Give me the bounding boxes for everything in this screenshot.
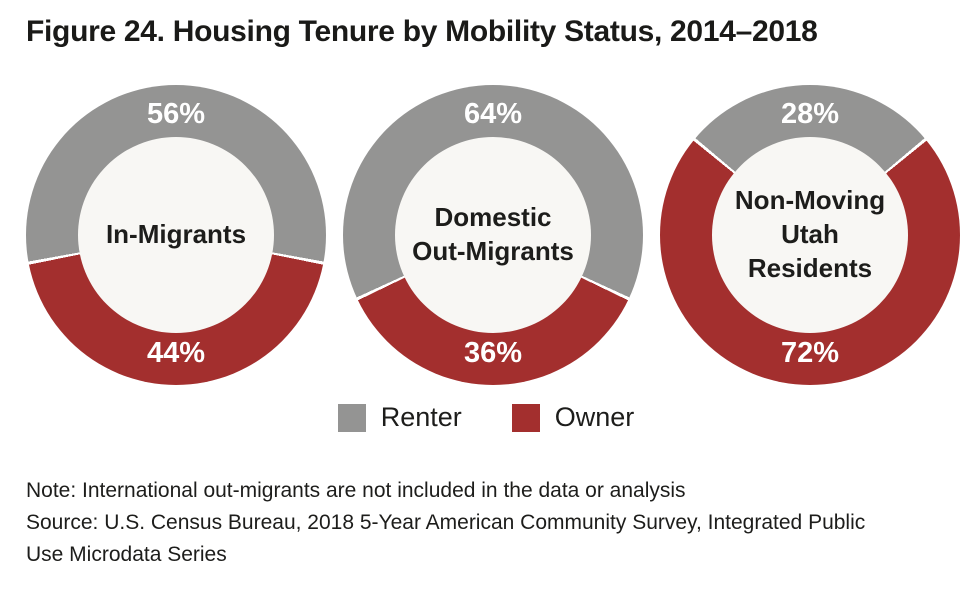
owner-swatch-icon — [511, 403, 540, 432]
renter-percent-label: 28% — [780, 98, 840, 130]
legend-item-renter: Renter — [337, 402, 462, 433]
renter-swatch-icon — [337, 403, 366, 432]
donut-chart-domestic-out-migrants: 64% Domestic Out-Migrants 36% — [343, 85, 643, 385]
donut-hole — [395, 137, 591, 333]
owner-percent-label: 36% — [463, 337, 523, 369]
renter-percent-label: 64% — [463, 98, 523, 130]
owner-percent-label: 44% — [146, 337, 206, 369]
legend-label: Renter — [380, 402, 462, 432]
donut-center-label: In-Migrants — [105, 219, 247, 250]
figure-title: Figure 24. Housing Tenure by Mobility St… — [26, 15, 818, 48]
donut-charts-row: 56% In-Migrants 44% 64% Domestic Out-Mig… — [26, 85, 964, 385]
legend-label: Owner — [554, 402, 635, 432]
figure-notes: Note: International out-migrants are not… — [26, 475, 906, 571]
donut-hole — [78, 137, 274, 333]
donut-center-label: Domestic Out-Migrants — [412, 202, 574, 266]
legend-item-owner: Owner — [511, 402, 635, 433]
chart-legend: Renter Owner — [26, 402, 946, 433]
note-text: Note: International out-migrants are not… — [26, 479, 686, 502]
source-text: Source: U.S. Census Bureau, 2018 5-Year … — [26, 511, 866, 566]
donut-chart-non-moving-utah-residents: 28% Non-Moving Utah Residents 72% — [660, 85, 960, 385]
donut-chart-in-migrants: 56% In-Migrants 44% — [26, 85, 326, 385]
donut-center-label: Non-Moving Utah Residents — [734, 185, 886, 283]
donut-hole — [712, 137, 908, 333]
owner-percent-label: 72% — [780, 337, 840, 369]
renter-percent-label: 56% — [146, 98, 206, 130]
